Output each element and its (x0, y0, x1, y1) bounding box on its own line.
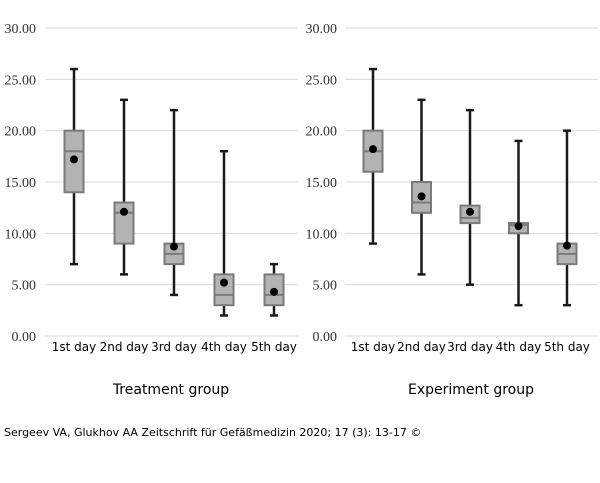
x-category-label: 1st day (52, 340, 96, 354)
y-tick-label: 0.00 (313, 330, 338, 345)
y-tick-label: 20.00 (306, 125, 338, 140)
mean-marker (220, 278, 228, 287)
iqr-box (213, 273, 235, 307)
treatment-group-chart: 0.00 5.00 10.00 15.00 20.00 25.00 30.00 1st day… (5, 22, 298, 398)
x-category-label: 1st day (351, 340, 395, 354)
mean-marker (70, 155, 78, 164)
mean-marker (466, 207, 474, 216)
box-2 (411, 98, 432, 276)
chart-title: Experiment group (408, 382, 534, 398)
y-tick-label: 10.00 (306, 227, 338, 242)
y-tick-label: 10.00 (5, 227, 37, 242)
experiment-group-chart: 0.00 5.00 10.00 15.00 20.00 25.00 30.00 1st day… (306, 22, 598, 398)
y-tick-label: 5.00 (12, 279, 37, 294)
box-5 (263, 262, 285, 317)
mean-marker (563, 241, 571, 250)
box-3 (459, 108, 481, 286)
chart-title: Treatment group (112, 382, 229, 398)
y-tick-label: 30.00 (306, 22, 338, 37)
figure-caption: Sergeev VA, Glukhov AA Zeitschrift für G… (4, 426, 422, 439)
mean-marker (369, 145, 377, 154)
x-category-label: 3rd day (151, 340, 197, 354)
box-4 (508, 139, 529, 307)
mean-marker (417, 192, 426, 201)
x-category-label: 4th day (201, 340, 247, 354)
box-1 (63, 67, 85, 266)
y-tick-label: 30.00 (5, 22, 37, 37)
box-4 (213, 149, 235, 317)
y-tick-label: 15.00 (5, 176, 37, 191)
y-tick-label: 25.00 (5, 73, 37, 88)
y-tick-label: 20.00 (5, 125, 37, 140)
y-tick-label: 0.00 (12, 330, 37, 345)
x-category-label: 5th day (544, 340, 590, 354)
x-category-label: 3rd day (447, 340, 493, 354)
box-3 (163, 108, 185, 297)
mean-marker (120, 207, 128, 216)
mean-marker (170, 242, 178, 251)
box-1 (362, 67, 384, 245)
x-category-label: 5th day (251, 340, 297, 354)
mean-marker (514, 222, 523, 231)
y-tick-label: 25.00 (306, 73, 338, 88)
box-5 (556, 129, 578, 307)
x-category-label: 4th day (496, 340, 542, 354)
mean-marker (270, 287, 278, 296)
y-tick-label: 15.00 (306, 176, 338, 191)
x-category-label: 2nd day (100, 340, 149, 354)
box-2 (113, 98, 135, 276)
y-tick-label: 5.00 (313, 279, 338, 294)
x-category-label: 2nd day (397, 340, 446, 354)
figure: 0.00 5.00 10.00 15.00 20.00 25.00 30.00 1st day… (5, 22, 598, 398)
